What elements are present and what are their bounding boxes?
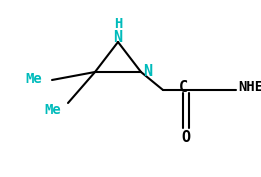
Text: O: O	[181, 130, 191, 145]
Text: Me: Me	[45, 103, 61, 117]
Text: N: N	[114, 30, 123, 45]
Text: N: N	[144, 64, 153, 79]
Text: NHEt: NHEt	[238, 80, 261, 94]
Text: H: H	[114, 17, 122, 31]
Text: Me: Me	[26, 72, 42, 86]
Text: C: C	[179, 79, 188, 95]
